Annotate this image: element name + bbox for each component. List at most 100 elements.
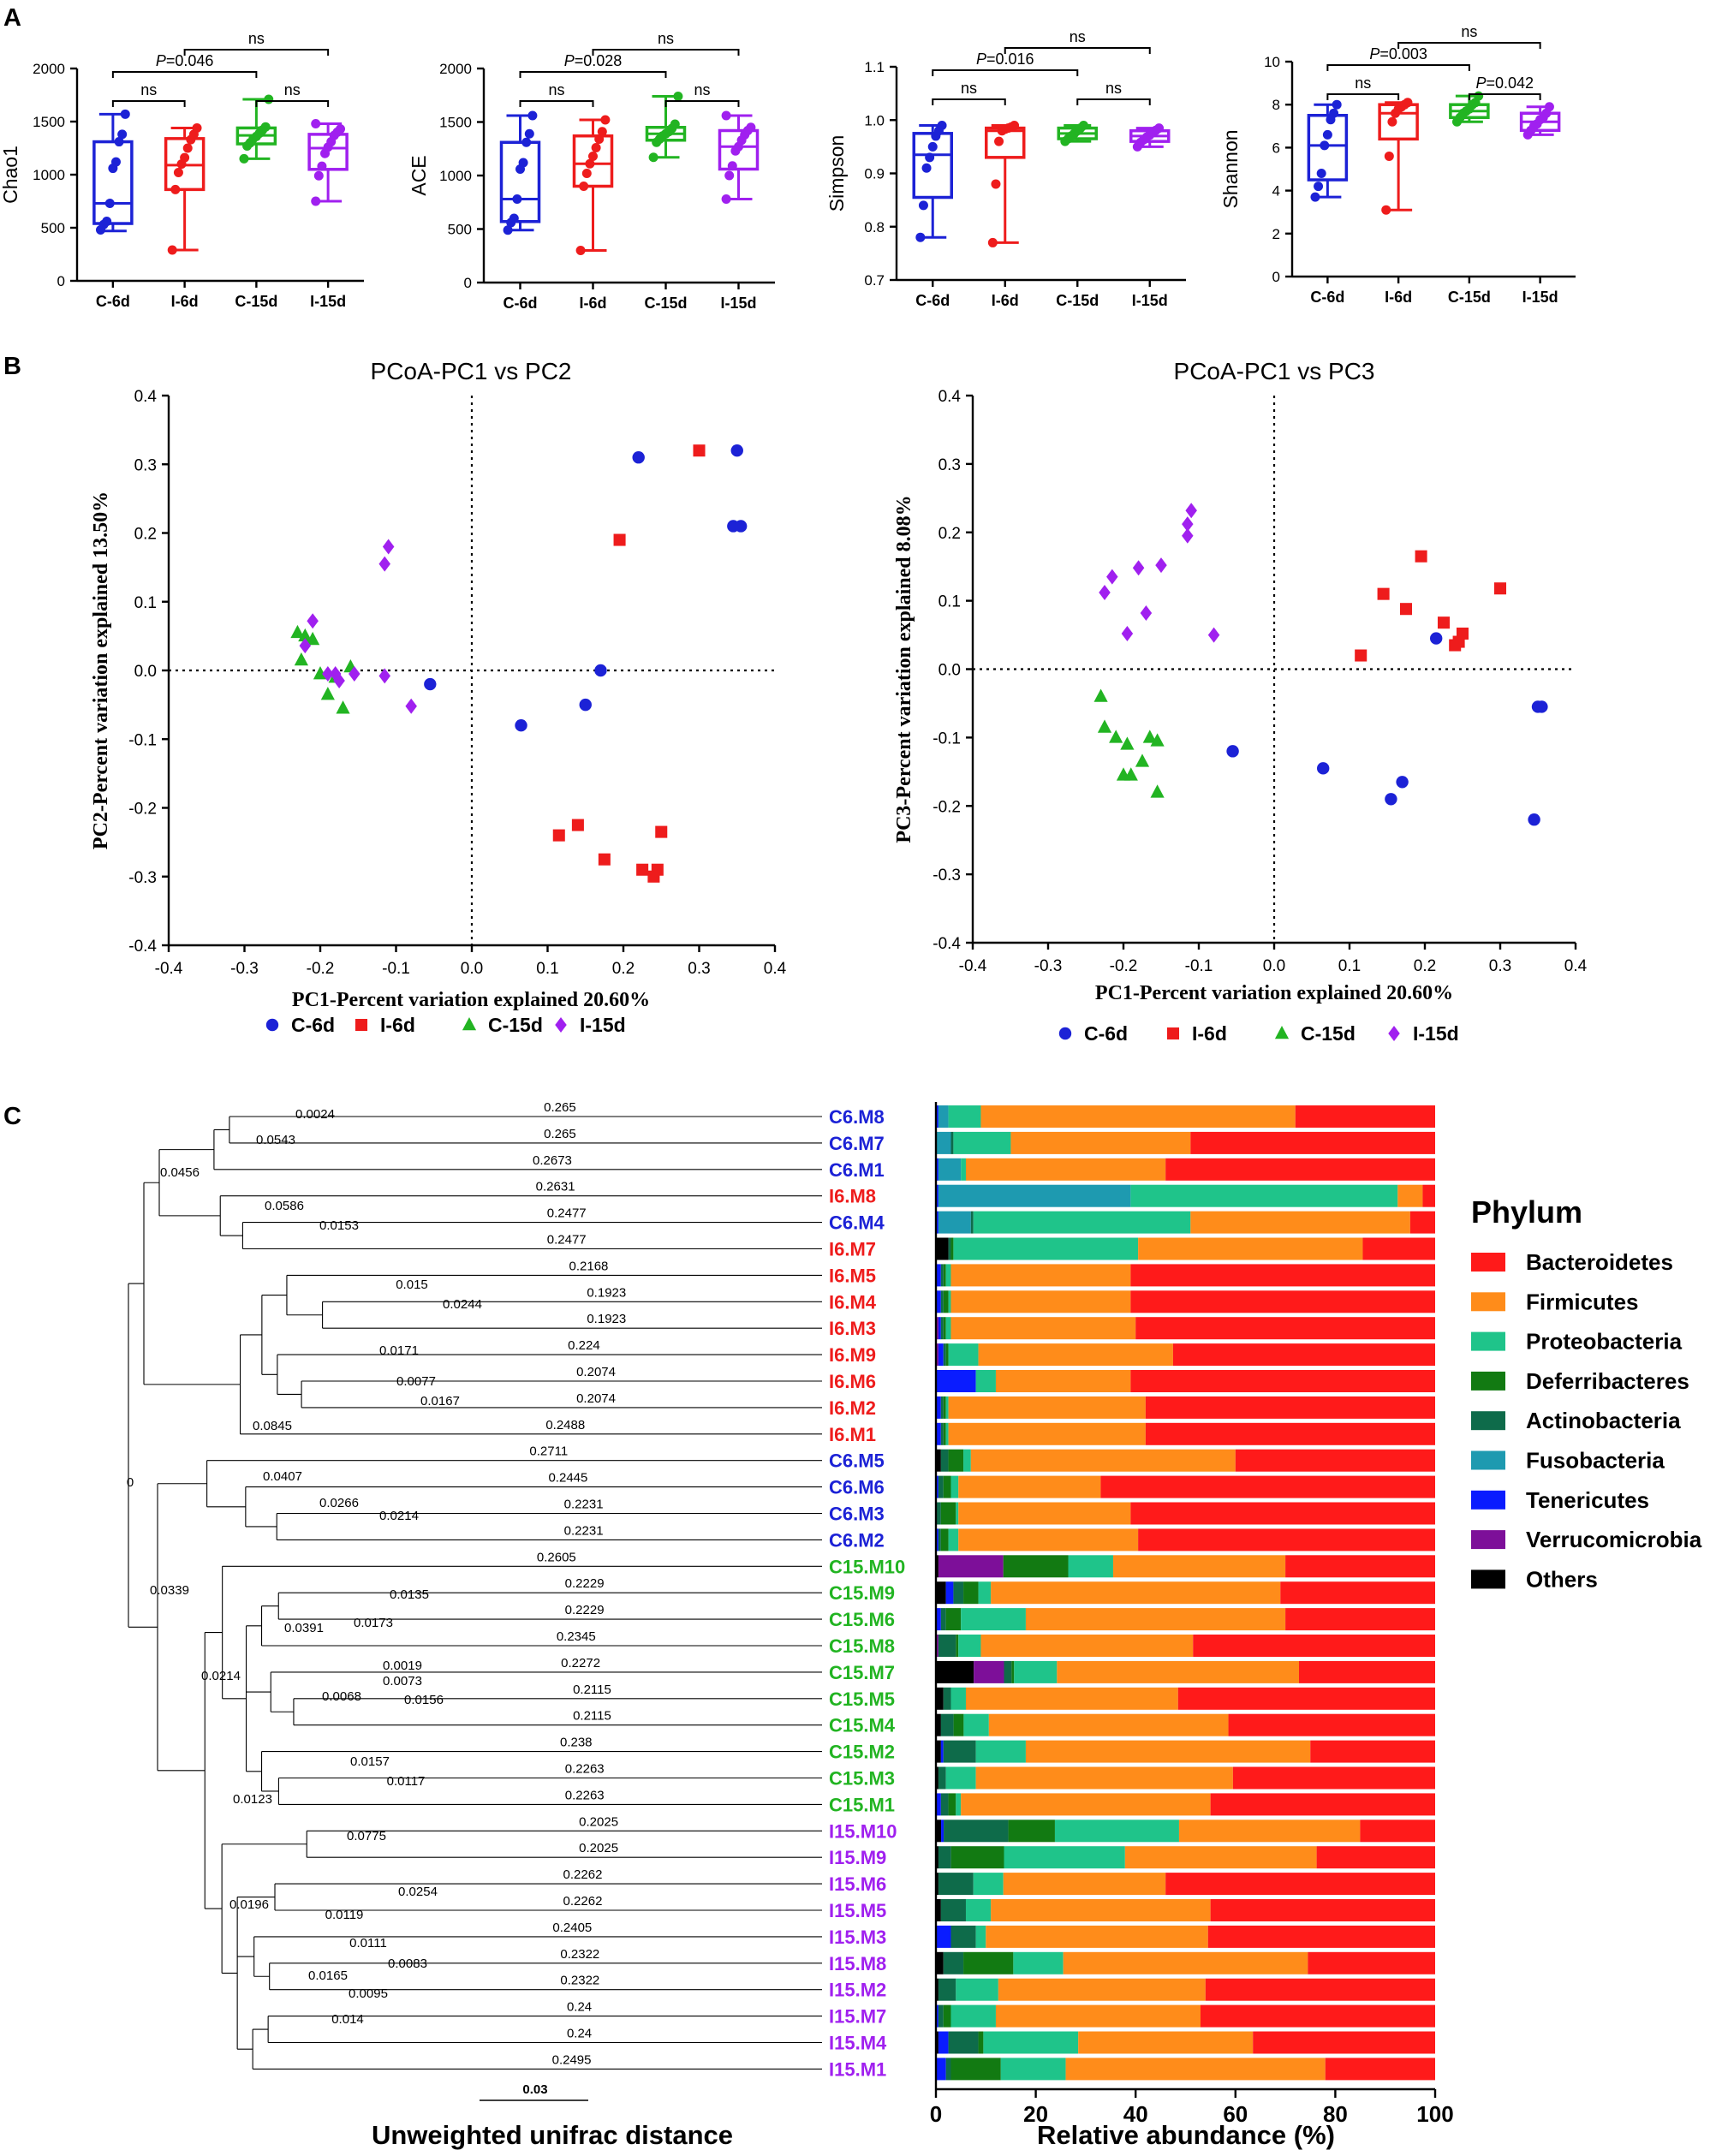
point-I-6d [655,825,668,838]
legend-swatch [1471,1450,1505,1470]
bar-segment-bacteroidetes [1235,1449,1435,1472]
branch-length-label: 0.2229 [565,1576,605,1591]
x-tick-label: 0.4 [764,960,787,978]
stacked-bar-I6.M5 [936,1264,1435,1287]
point-I-15d [333,673,345,689]
stacked-bar-I6.M7 [936,1237,1435,1260]
y-tick-label: 0.0 [938,662,961,680]
leaf-label: C15.M7 [829,1662,895,1683]
branch-length-label: 0.2263 [565,1762,605,1777]
point-I-15d [382,539,395,555]
bar-segment-others [936,1555,938,1578]
bar-segment-bacteroidetes [1308,1951,1435,1974]
dendrogram-axis-label: Unweighted unifrac distance [372,2120,733,2150]
bar-segment-deferribacteres [948,1449,964,1472]
y-axis-label: PC2-Percent variation explained 13.50% [90,491,112,849]
node-length-label: 0.014 [331,2012,364,2027]
y-tick-label: -0.1 [128,731,157,749]
pcoa-scatter-plots: PCoA-PC1 vs PC2 -0.4 -0.3 -0.2 -0.1 0.0 0.1 0.2… [90,358,1588,1045]
bar-segment-firmicutes [1124,1846,1317,1869]
bar-segment-actinobacteria [953,1581,964,1605]
data-point [1320,140,1330,151]
legend-item-C-15d: C-15d [462,1014,543,1036]
stacked-bar-C15.M10 [936,1555,1435,1578]
y-tick-label: 10 [1264,54,1280,70]
data-point [182,143,193,153]
x-tick-label: C-15d [644,295,687,312]
bar-segment-deferribacteres [978,2031,984,2054]
stacked-bar-C15.M5 [936,1687,1435,1710]
point-C-15d [1097,719,1112,733]
y-tick-label: 2000 [439,61,472,77]
branch-length-label: 0.2074 [576,1365,616,1379]
x-tick-label: 0.1 [536,960,558,978]
bar-segment-deferribacteres [943,1422,946,1445]
bar-segment-others [936,1581,946,1605]
data-point [1314,182,1324,192]
node-length-label: 0.0119 [325,1908,364,1922]
bar-segment-proteobacteria [973,1211,1191,1234]
bar-segment-bacteroidetes [1145,1422,1435,1445]
data-point [1332,99,1342,110]
bar-segment-actinobacteria [950,1925,976,1948]
y-tick-label: 0 [57,273,65,289]
node-length-label: 0.0068 [322,1689,361,1704]
point-C-6d [515,719,527,732]
legend-item-firmicutes: Firmicutes [1471,1289,1639,1314]
point-I-15d [1182,527,1194,544]
leaf-label: I15.M5 [829,1900,886,1921]
y-tick-label: 1000 [439,168,472,184]
leaf-label: I15.M1 [829,2058,886,2080]
point-I-15d [299,638,312,654]
bar-segment-bacteroidetes [1228,1713,1435,1736]
bar-segment-bacteroidetes [1130,1290,1435,1313]
point-I-6d [613,533,626,546]
point-C-6d [730,444,743,457]
node-length-label: 0.0135 [390,1587,429,1602]
leaf-label: C15.M8 [829,1635,895,1657]
branch-length-label: 0.265 [544,1127,576,1141]
branch-length-label: 0.2605 [537,1550,576,1564]
bar-segment-proteobacteria [945,1766,976,1790]
bar-segment-proteobacteria [1130,1184,1398,1207]
point-C-6d [1535,700,1548,713]
data-point [512,194,522,204]
point-I-6d [1355,649,1367,662]
leaf-label: I15.M9 [829,1847,886,1868]
x-axis-label: PC1-Percent variation explained 20.60% [1095,982,1453,1004]
x-tick-label: I-6d [579,295,606,312]
leaf-label: I6.M8 [829,1186,876,1207]
bar-segment-bacteroidetes [1253,2031,1435,2054]
bar-segment-firmicutes [950,1317,1136,1340]
node-length-label: 0.0167 [420,1394,460,1409]
bar-segment-firmicutes [980,1635,1194,1657]
y-tick-label: 0.1 [134,594,157,612]
bracket-line [111,71,258,78]
significance-label: ns [1461,23,1477,40]
y-tick-label: -0.4 [933,935,961,953]
box-C-6d [499,110,541,235]
bar-segment-deferribacteres [963,1951,1014,1974]
data-point [524,128,534,139]
significance-label: ns [961,80,977,97]
branch-length-label: 0.1923 [587,1312,626,1326]
x-tick-label: 100 [1416,2101,1453,2127]
legend-marker [462,1017,477,1031]
bar-segment-tenericutes [936,1528,938,1551]
leaf-label: I6.M2 [829,1397,876,1419]
legend-label: Actinobacteria [1526,1408,1681,1433]
box-I-15d [1519,102,1561,140]
legend-item-tenericutes: Tenericutes [1471,1487,1649,1513]
point-I-15d [1099,585,1111,601]
stacked-bar-I6.M2 [936,1396,1435,1419]
significance-label: ns [1070,28,1086,45]
data-point [1474,91,1484,101]
stacked-bar-chart: 0 20 40 60 80 100 Relative abundance (%) Phylum… [930,1102,1702,2150]
legend-label: Verrucomicrobia [1526,1527,1702,1552]
leaf-label: I6.M9 [829,1344,876,1366]
bar-segment-firmicutes [1178,1819,1361,1843]
legend-item-I-15d: I-15d [1388,1022,1459,1045]
y-tick-label: 0.4 [134,388,158,406]
x-tick-label: C-15d [1056,292,1099,309]
y-tick-label: 4 [1272,183,1280,200]
